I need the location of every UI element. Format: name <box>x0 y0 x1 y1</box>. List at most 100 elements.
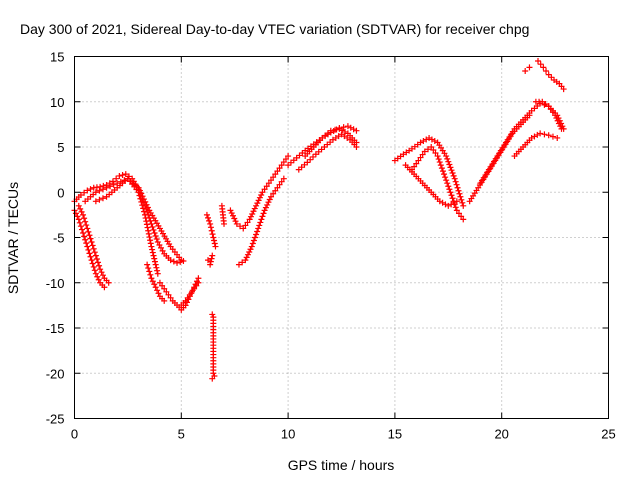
data-point <box>87 253 94 260</box>
data-point <box>144 204 151 211</box>
data-point <box>413 160 420 167</box>
data-point <box>74 213 81 220</box>
data-point <box>139 193 146 200</box>
data-point <box>150 226 157 233</box>
data-point <box>83 240 90 247</box>
data-point <box>159 282 166 289</box>
data-point <box>170 258 177 265</box>
data-point <box>165 291 172 298</box>
data-point <box>259 189 266 196</box>
data-point <box>185 296 192 303</box>
data-point <box>161 297 168 304</box>
data-point <box>557 123 564 130</box>
data-point <box>256 194 263 201</box>
data-point <box>545 103 552 110</box>
data-point <box>256 222 263 229</box>
data-point <box>239 259 246 266</box>
data-point <box>77 223 84 230</box>
data-point <box>340 124 347 131</box>
data-point <box>419 151 426 158</box>
data-point <box>80 211 87 218</box>
data-point <box>263 183 270 190</box>
data-point <box>227 207 234 214</box>
data-point <box>188 290 195 297</box>
data-point <box>439 168 446 175</box>
data-point <box>452 204 459 211</box>
data-point <box>84 187 91 194</box>
data-point <box>240 225 247 232</box>
data-point <box>90 245 97 252</box>
data-point <box>539 98 546 105</box>
data-point <box>72 210 79 217</box>
data-point <box>549 109 556 116</box>
data-point <box>436 159 443 166</box>
y-axis-label: SDTVAR / TECUs <box>5 182 21 294</box>
y-tick-label: 0 <box>57 185 64 200</box>
x-tick-label: 5 <box>178 427 185 442</box>
data-point <box>189 287 196 294</box>
data-point <box>449 170 456 177</box>
data-point <box>152 232 159 239</box>
y-tick-label: -15 <box>46 321 65 336</box>
x-axis-label: GPS time / hours <box>288 457 395 473</box>
data-point <box>210 370 217 377</box>
data-point <box>458 196 465 203</box>
data-point <box>430 147 437 154</box>
data-point <box>148 243 155 250</box>
data-point <box>110 181 117 188</box>
data-point <box>278 178 285 185</box>
data-point <box>140 205 147 212</box>
data-point <box>82 218 89 225</box>
data-point <box>278 162 285 169</box>
data-point <box>149 223 156 230</box>
data-point <box>261 186 268 193</box>
data-point <box>209 252 216 259</box>
data-point <box>209 311 216 318</box>
data-point <box>280 159 287 166</box>
data-point <box>441 171 448 178</box>
data-point <box>246 248 253 255</box>
data-point <box>146 268 153 275</box>
data-point <box>235 261 242 268</box>
data-point <box>78 208 85 215</box>
data-point <box>94 259 101 266</box>
data-point <box>99 195 106 202</box>
data-point <box>121 177 128 184</box>
data-point <box>146 234 153 241</box>
data-point <box>116 172 123 179</box>
chart-title: Day 300 of 2021, Sidereal Day-to-day VTE… <box>20 21 529 37</box>
data-point <box>268 177 275 184</box>
data-point <box>153 264 160 271</box>
data-point <box>265 199 272 206</box>
data-point <box>450 172 457 179</box>
data-point <box>457 193 464 200</box>
data-point <box>446 161 453 168</box>
data-point <box>93 255 100 262</box>
data-point <box>266 196 273 203</box>
data-point <box>250 208 257 215</box>
data-point <box>244 219 251 226</box>
x-tick-label: 10 <box>281 427 295 442</box>
data-point <box>272 187 279 194</box>
data-point <box>247 213 254 220</box>
data-point <box>145 265 152 272</box>
data-point <box>147 237 154 244</box>
data-point <box>445 158 452 165</box>
data-point <box>449 195 456 202</box>
data-point <box>85 228 92 235</box>
data-point <box>454 184 461 191</box>
data-point <box>75 216 82 223</box>
data-point <box>94 273 101 280</box>
data-point <box>207 261 214 268</box>
data-point <box>453 198 460 205</box>
data-point <box>136 187 143 194</box>
x-tick-label: 20 <box>494 427 508 442</box>
data-point <box>447 164 454 171</box>
data-point <box>191 284 198 291</box>
data-point <box>97 266 104 273</box>
data-point <box>211 372 218 379</box>
data-point <box>242 257 249 264</box>
data-point <box>142 198 149 205</box>
data-point <box>99 272 106 279</box>
data-point <box>84 243 91 250</box>
